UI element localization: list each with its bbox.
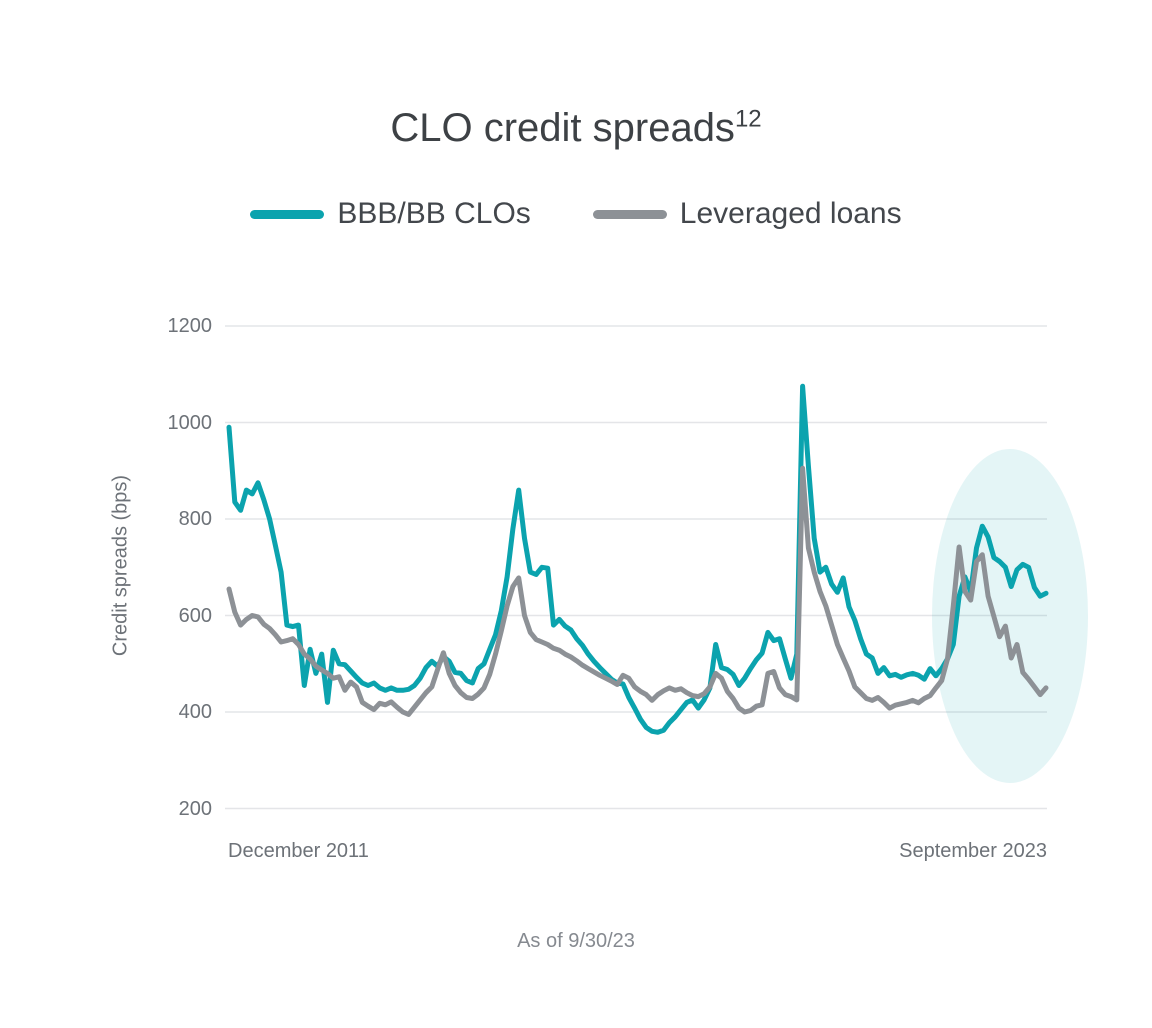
legend-label: BBB/BB CLOs [337, 197, 531, 230]
y-tick-label: 1000 [167, 411, 213, 434]
y-tick-label: 800 [178, 508, 212, 530]
chart-title: CLO credit spreads12 [0, 104, 1152, 152]
chart-title-superscript: 12 [734, 105, 762, 133]
x-axis-label-start: December 2011 [228, 840, 369, 862]
y-tick-label: 1200 [167, 315, 213, 337]
leveraged-loans-swatch [592, 209, 667, 219]
legend-label: Leveraged loans [679, 197, 902, 230]
series-line-leveraged-loans [226, 465, 1049, 717]
y-axis-title: Credit spreads (bps) [109, 474, 132, 657]
chart-title-text: CLO credit spreads [390, 106, 735, 150]
x-axis-label-end: September 2023 [899, 840, 1047, 862]
as-of-footnote: As of 9/30/23 [517, 930, 635, 952]
y-tick-label: 400 [178, 701, 212, 723]
series-line-bbb-bb-clos [226, 383, 1049, 735]
y-tick-label: 600 [178, 604, 212, 627]
bbb-bb-clos-swatch [250, 209, 325, 219]
y-tick-label: 200 [178, 797, 212, 820]
highlight-ellipse [932, 449, 1088, 783]
legend: BBB/BB CLOs Leveraged loans [0, 196, 1152, 232]
legend-item-bbb-bb-clos: BBB/BB CLOs [250, 197, 531, 231]
legend-item-leveraged-loans: Leveraged loans [592, 197, 902, 231]
